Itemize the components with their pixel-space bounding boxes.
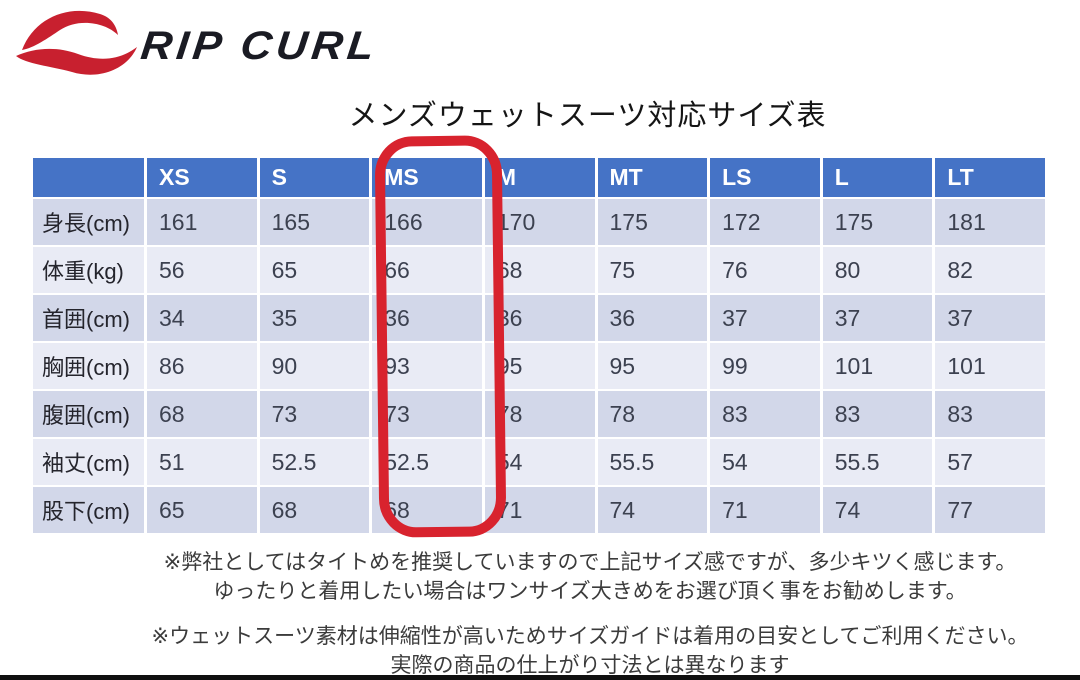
size-cell: 166 [372,199,485,247]
row-label: 体重(kg) [33,247,147,295]
size-cell: 37 [935,295,1048,343]
size-cell: 175 [597,199,711,247]
brand-wordmark: RIP CURL [138,24,381,68]
note-line: ※弊社としてはタイトめを推奨していますので上記サイズ感ですが、多少キツく感じます… [163,551,1017,574]
size-cell: 68 [259,487,373,535]
row-label: 袖丈(cm) [33,439,147,487]
size-cell: 77 [935,487,1048,535]
size-cell: 78 [597,391,711,439]
size-cell: 78 [484,391,598,439]
size-table-body: 身長(cm) 161 165 166 170 175 172 175 181 体重(kg) 56 65… [33,199,1048,535]
size-cell: 161 [147,199,260,247]
size-cell: 74 [822,487,936,535]
size-cell: 68 [484,247,598,295]
column-header-mt: MT [597,158,711,199]
size-cell: 80 [822,247,936,295]
size-cell: 73 [259,391,373,439]
row-label: 胸囲(cm) [33,343,147,391]
table-row: 腹囲(cm) 68 73 73 78 78 83 83 83 [33,391,1048,439]
page-title: メンズウェットスーツ対応サイズ表 [348,100,827,132]
row-label: 腹囲(cm) [33,391,147,439]
header-row: XS S MS M MT LS L LT [33,158,1048,199]
size-cell: 35 [259,295,373,343]
corner-cell [33,158,147,199]
size-cell: 66 [372,247,485,295]
size-cell: 51 [147,439,260,487]
size-cell: 68 [147,391,260,439]
table-row: 袖丈(cm) 51 52.5 52.5 54 55.5 54 55.5 57 [33,439,1048,487]
size-cell: 56 [147,247,260,295]
size-cell: 83 [822,391,936,439]
size-cell: 101 [935,343,1048,391]
size-cell: 36 [597,295,711,343]
column-header-xs: XS [147,158,260,199]
size-cell: 170 [484,199,598,247]
column-header-m: M [484,158,598,199]
size-cell: 55.5 [597,439,711,487]
size-cell: 172 [710,199,823,247]
column-header-ls: LS [710,158,823,199]
size-cell: 83 [710,391,823,439]
table-row: 股下(cm) 65 68 68 71 74 71 74 77 [33,487,1048,535]
size-cell: 34 [147,295,260,343]
column-header-ms: MS [372,158,485,199]
note-line: ※ウェットスーツ素材は伸縮性が高いためサイズガイドは着用の目安としてご利用くださ… [151,625,1029,648]
column-header-lt: LT [935,158,1048,199]
size-cell: 95 [597,343,711,391]
size-cell: 101 [822,343,936,391]
row-label: 身長(cm) [33,199,147,247]
size-cell: 57 [935,439,1048,487]
note-sizing-recommendation: ※弊社としてはタイトめを推奨していますので上記サイズ感ですが、多少キツく感じます… [100,548,1080,606]
size-cell: 71 [484,487,598,535]
size-cell: 36 [372,295,485,343]
size-cell: 65 [147,487,260,535]
size-cell: 52.5 [259,439,373,487]
size-cell: 181 [935,199,1048,247]
ripcurl-wave-icon [16,10,137,75]
size-cell: 74 [597,487,711,535]
column-header-s: S [259,158,373,199]
size-table: XS S MS M MT LS L LT 身長(cm) 161 165 166 170 175 172 17… [33,158,1048,535]
column-header-l: L [822,158,936,199]
size-cell: 86 [147,343,260,391]
note-line: ゆったりと着用したい場合はワンサイズ大きめをお選び頂く事をお勧めします。 [213,580,967,603]
table-row: 体重(kg) 56 65 66 68 75 76 80 82 [33,247,1048,295]
size-cell: 37 [710,295,823,343]
note-material-disclaimer: ※ウェットスーツ素材は伸縮性が高いためサイズガイドは着用の目安としてご利用くださ… [100,622,1080,680]
size-cell: 90 [259,343,373,391]
size-cell: 65 [259,247,373,295]
size-cell: 71 [710,487,823,535]
size-cell: 165 [259,199,373,247]
size-cell: 55.5 [822,439,936,487]
wave-swoosh-shape [16,47,137,75]
size-cell: 99 [710,343,823,391]
size-cell: 37 [822,295,936,343]
row-label: 首囲(cm) [33,295,147,343]
table-row: 身長(cm) 161 165 166 170 175 172 175 181 [33,199,1048,247]
size-cell: 54 [710,439,823,487]
table-row: 胸囲(cm) 86 90 93 95 95 99 101 101 [33,343,1048,391]
row-label: 股下(cm) [33,487,147,535]
size-cell: 82 [935,247,1048,295]
size-cell: 83 [935,391,1048,439]
bottom-edge-bar [0,675,1080,680]
table-row: 首囲(cm) 34 35 36 36 36 37 37 37 [33,295,1048,343]
size-cell: 75 [597,247,711,295]
size-cell: 36 [484,295,598,343]
wave-crest-shape [22,10,118,50]
note-line: 実際の商品の仕上がり寸法とは異なります [390,654,790,677]
size-cell: 54 [484,439,598,487]
size-cell: 73 [372,391,485,439]
size-cell: 95 [484,343,598,391]
size-cell: 76 [710,247,823,295]
size-cell: 68 [372,487,485,535]
title-wrap: メンズウェットスーツ対応サイズ表 [95,92,1080,134]
size-cell: 52.5 [372,439,485,487]
size-cell: 93 [372,343,485,391]
size-cell: 175 [822,199,936,247]
